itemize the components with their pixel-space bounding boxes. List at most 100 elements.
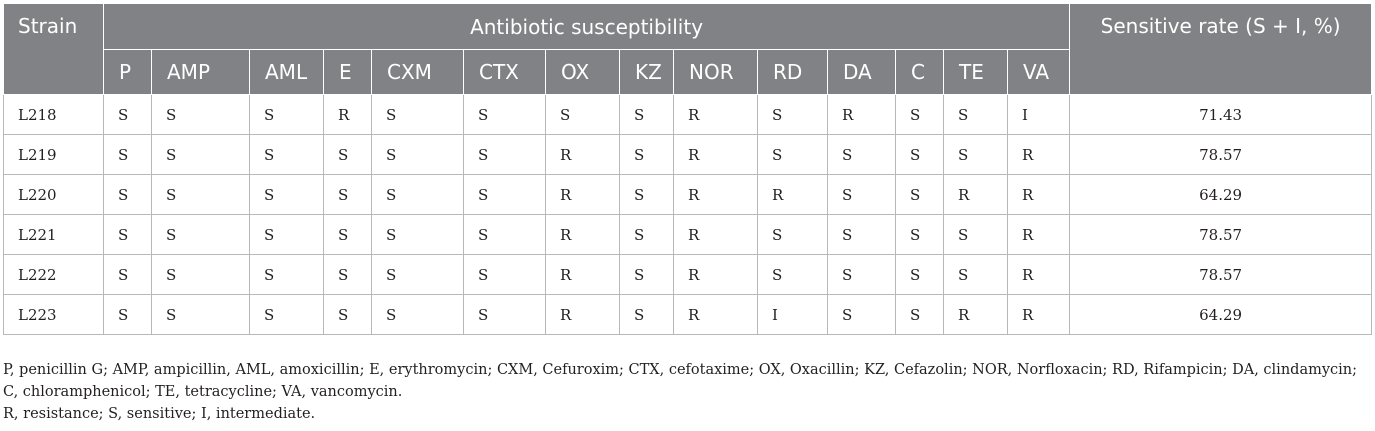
- susceptibility-cell: S: [943, 254, 1008, 295]
- susceptibility-cell: R: [545, 174, 620, 215]
- sensitive-rate-cell: 78.57: [1069, 214, 1373, 255]
- susceptibility-cell: S: [249, 294, 324, 335]
- susceptibility-cell: S: [895, 94, 944, 135]
- susceptibility-cell: S: [323, 134, 372, 175]
- footnote-legend: R, resistance; S, sensitive; I, intermed…: [3, 406, 316, 422]
- susceptibility-cell: R: [827, 94, 896, 135]
- table-row: L223 S S S S S S R S R I S S R R 64.29: [3, 294, 1373, 335]
- table-body: L218 S S S R S S S S R S R S S I 71.43 L219 S S S S S S R S R S S S S…: [3, 94, 1373, 335]
- table-header: Strain Antibiotic susceptibility Sensiti…: [3, 3, 1373, 95]
- sensitive-rate-cell: 64.29: [1069, 174, 1373, 215]
- header-antibiotic: CTX: [463, 49, 546, 95]
- susceptibility-cell: R: [673, 254, 758, 295]
- susceptibility-cell: S: [943, 94, 1008, 135]
- table-row: L221 S S S S S S R S R S S S S R 78.57: [3, 214, 1373, 255]
- susceptibility-cell: S: [323, 254, 372, 295]
- susceptibility-cell: S: [619, 134, 674, 175]
- susceptibility-cell: S: [323, 174, 372, 215]
- susceptibility-cell: S: [371, 134, 464, 175]
- susceptibility-cell: R: [673, 134, 758, 175]
- susceptibility-cell: R: [673, 294, 758, 335]
- susceptibility-cell: S: [371, 254, 464, 295]
- susceptibility-cell: S: [619, 254, 674, 295]
- susceptibility-table: Strain Antibiotic susceptibility Sensiti…: [3, 3, 1373, 335]
- susceptibility-cell: S: [463, 94, 546, 135]
- footnote-abbreviations: P, penicillin G; AMP, ampicillin, AML, a…: [3, 362, 1358, 378]
- susceptibility-cell: R: [323, 94, 372, 135]
- header-antibiotic: KZ: [619, 49, 674, 95]
- susceptibility-cell: R: [673, 94, 758, 135]
- susceptibility-cell: S: [103, 134, 152, 175]
- susceptibility-cell: I: [1006, 94, 1071, 135]
- susceptibility-cell: S: [249, 94, 324, 135]
- susceptibility-cell: S: [371, 94, 464, 135]
- header-sensitive-rate: Sensitive rate (S + I, %): [1069, 3, 1373, 95]
- header-antibiotic: C: [895, 49, 944, 95]
- strain-cell: L220: [3, 174, 104, 215]
- susceptibility-cell: S: [757, 254, 828, 295]
- susceptibility-cell: S: [249, 254, 324, 295]
- susceptibility-cell: S: [757, 94, 828, 135]
- susceptibility-cell: S: [249, 174, 324, 215]
- susceptibility-cell: S: [895, 174, 944, 215]
- susceptibility-cell: R: [545, 214, 620, 255]
- susceptibility-cell: R: [1006, 294, 1071, 335]
- strain-cell: L219: [3, 134, 104, 175]
- susceptibility-cell: S: [895, 294, 944, 335]
- susceptibility-cell: S: [463, 294, 546, 335]
- susceptibility-cell: R: [943, 294, 1008, 335]
- susceptibility-cell: I: [757, 294, 828, 335]
- strain-cell: L222: [3, 254, 104, 295]
- header-antibiotic: VA: [1006, 49, 1071, 95]
- header-antibiotic: TE: [943, 49, 1008, 95]
- susceptibility-cell: S: [463, 134, 546, 175]
- susceptibility-cell: S: [323, 294, 372, 335]
- susceptibility-cell: S: [371, 214, 464, 255]
- footnote-abbreviations-cont: C, chloramphenicol; TE, tetracycline; VA…: [3, 384, 403, 400]
- susceptibility-cell: S: [827, 214, 896, 255]
- header-antibiotic: AML: [249, 49, 324, 95]
- susceptibility-cell: S: [151, 174, 250, 215]
- susceptibility-cell: R: [545, 294, 620, 335]
- susceptibility-cell: S: [371, 294, 464, 335]
- susceptibility-cell: S: [103, 294, 152, 335]
- sensitive-rate-cell: 78.57: [1069, 134, 1373, 175]
- header-antibiotic: E: [323, 49, 372, 95]
- susceptibility-cell: R: [757, 174, 828, 215]
- susceptibility-cell: R: [1006, 214, 1071, 255]
- antibiotic-header-row: P AMP AML E CXM CTX OX KZ NOR RD DA C TE VA: [4, 49, 1372, 95]
- susceptibility-cell: R: [1006, 254, 1071, 295]
- susceptibility-cell: R: [545, 134, 620, 175]
- susceptibility-cell: S: [545, 94, 620, 135]
- susceptibility-cell: S: [619, 294, 674, 335]
- table-row: L218 S S S R S S S S R S R S S I 71.43: [3, 94, 1373, 135]
- susceptibility-cell: S: [103, 174, 152, 215]
- sensitive-rate-cell: 64.29: [1069, 294, 1373, 335]
- susceptibility-cell: S: [827, 134, 896, 175]
- susceptibility-cell: R: [673, 214, 758, 255]
- sensitive-rate-cell: 71.43: [1069, 94, 1373, 135]
- susceptibility-cell: S: [249, 214, 324, 255]
- susceptibility-cell: S: [323, 214, 372, 255]
- strain-cell: L218: [3, 94, 104, 135]
- susceptibility-cell: S: [619, 214, 674, 255]
- susceptibility-cell: S: [371, 174, 464, 215]
- susceptibility-cell: R: [943, 174, 1008, 215]
- susceptibility-cell: S: [151, 94, 250, 135]
- susceptibility-cell: S: [895, 134, 944, 175]
- header-antibiotic: RD: [757, 49, 828, 95]
- susceptibility-cell: R: [1006, 134, 1071, 175]
- header-antibiotic: AMP: [151, 49, 250, 95]
- footnotes: P, penicillin G; AMP, ampicillin, AML, a…: [3, 359, 1373, 425]
- susceptibility-cell: S: [463, 254, 546, 295]
- susceptibility-cell: S: [103, 94, 152, 135]
- table-row: L219 S S S S S S R S R S S S S R 78.57: [3, 134, 1373, 175]
- susceptibility-cell: S: [151, 294, 250, 335]
- susceptibility-cell: S: [895, 214, 944, 255]
- susceptibility-cell: S: [151, 134, 250, 175]
- susceptibility-cell: R: [545, 254, 620, 295]
- susceptibility-cell: S: [151, 214, 250, 255]
- strain-cell: L221: [3, 214, 104, 255]
- header-antibiotic-susceptibility: Antibiotic susceptibility: [102, 3, 1071, 50]
- susceptibility-cell: S: [463, 214, 546, 255]
